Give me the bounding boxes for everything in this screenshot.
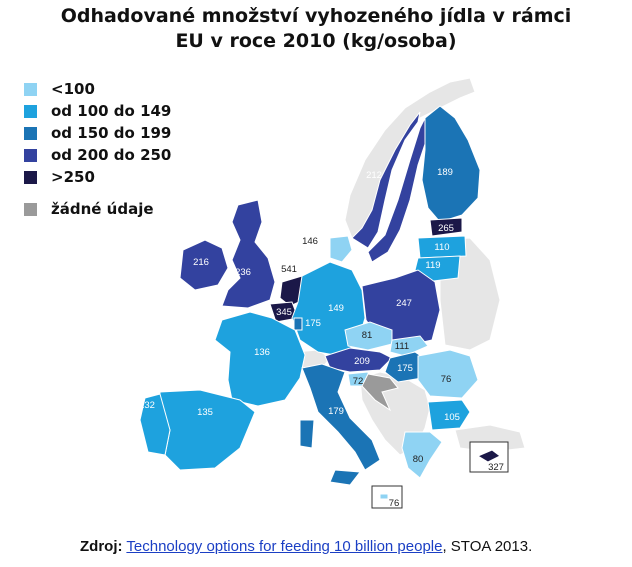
cyprus-inset [469, 441, 509, 473]
value-spain: 135 [197, 407, 213, 418]
value-slovenia: 72 [353, 376, 364, 387]
legend-swatch [24, 126, 37, 140]
title-line-2: EU v roce 2010 (kg/osoba) [175, 30, 457, 52]
legend-label: od 150 do 199 [51, 124, 172, 142]
legend-item-100-149: od 100 do 149 [24, 100, 171, 122]
value-sweden: 212 [366, 170, 382, 181]
legend-label: >250 [51, 168, 95, 186]
legend-item-lt100: <100 [24, 78, 171, 100]
value-czech: 81 [362, 330, 373, 341]
value-belgium: 345 [276, 307, 292, 318]
value-romania: 76 [441, 374, 452, 385]
legend-item-150-199: od 150 do 199 [24, 122, 171, 144]
legend-swatch [24, 202, 37, 216]
eu-countries [139, 105, 481, 486]
legend-label: žádné údaje [51, 200, 154, 218]
legend-label: od 200 do 250 [51, 146, 172, 164]
value-germany: 149 [328, 303, 344, 314]
spain-shape [159, 389, 256, 471]
source-label: Zdroj: [80, 538, 123, 555]
value-bulgaria: 105 [444, 412, 460, 423]
france-shape [214, 311, 306, 407]
value-lithuania: 119 [425, 260, 440, 271]
source-line: Zdroj: Technology options for feeding 10… [80, 538, 532, 555]
greece-shape [401, 431, 443, 479]
value-france: 136 [254, 347, 270, 358]
value-slovakia: 111 [395, 341, 409, 352]
value-greece: 80 [413, 454, 424, 465]
value-austria: 209 [354, 356, 370, 367]
value-italy: 179 [328, 406, 344, 417]
value-poland: 247 [396, 298, 412, 309]
value-cyprus: 327 [488, 462, 504, 473]
value-luxembourg: 175 [305, 318, 321, 329]
source-link[interactable]: Technology options for feeding 10 billio… [126, 538, 443, 555]
value-finland: 189 [437, 167, 453, 178]
luxembourg-shape [293, 317, 303, 331]
legend-label: od 100 do 149 [51, 102, 172, 120]
value-denmark: 146 [302, 236, 318, 247]
legend-swatch [24, 148, 37, 162]
latvia-shape [417, 235, 467, 259]
slovakia-shape [389, 335, 429, 357]
legend-item-nodata: žádné údaje [24, 198, 171, 220]
denmark-shape [329, 235, 353, 263]
value-netherlands: 541 [281, 264, 297, 275]
legend: <100 od 100 do 149 od 150 do 199 od 200 … [24, 78, 171, 220]
legend-item-gt250: >250 [24, 166, 171, 188]
legend-swatch [24, 170, 37, 184]
malta-shape [379, 493, 389, 500]
bulgaria-shape [427, 399, 471, 431]
legend-swatch [24, 104, 37, 118]
estonia-shape [429, 217, 463, 237]
value-hungary: 175 [397, 363, 413, 374]
legend-item-200-250: od 200 do 250 [24, 144, 171, 166]
romania-shape [417, 349, 479, 399]
map-title: Odhadované množství vyhozeného jídla v r… [0, 4, 632, 54]
croatia-shape [361, 373, 399, 412]
title-line-1: Odhadované množství vyhozeného jídla v r… [60, 5, 572, 27]
value-malta: 76 [389, 498, 400, 509]
value-latvia: 110 [434, 242, 449, 253]
italy-shape [299, 363, 381, 486]
portugal-shape [139, 393, 171, 456]
source-suffix: , STOA 2013. [442, 538, 533, 555]
value-portugal: 132 [139, 400, 155, 411]
ireland-shape [179, 239, 229, 291]
value-estonia: 265 [438, 223, 454, 234]
uk-shape [221, 199, 276, 309]
legend-swatch [24, 82, 37, 96]
cyprus-shape [476, 449, 501, 463]
value-uk: 236 [235, 267, 251, 278]
value-ireland: 216 [193, 257, 209, 268]
finland-shape [421, 105, 481, 223]
legend-label: <100 [51, 80, 95, 98]
